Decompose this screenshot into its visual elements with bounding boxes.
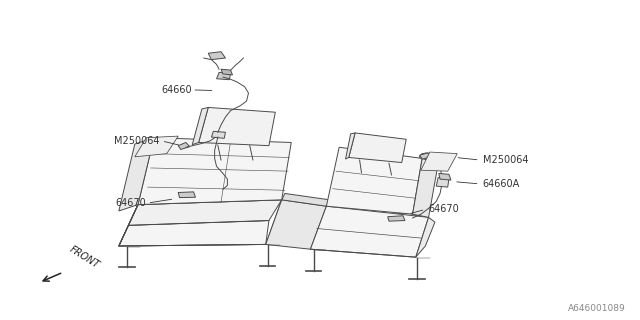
- Text: 64670: 64670: [429, 204, 460, 214]
- Polygon shape: [119, 138, 154, 211]
- Polygon shape: [349, 133, 406, 163]
- Polygon shape: [178, 192, 195, 197]
- Circle shape: [424, 155, 431, 159]
- Polygon shape: [388, 216, 405, 221]
- Polygon shape: [208, 52, 225, 60]
- Polygon shape: [119, 204, 138, 246]
- Polygon shape: [178, 142, 189, 149]
- Polygon shape: [119, 220, 269, 246]
- Polygon shape: [346, 133, 355, 159]
- Polygon shape: [129, 200, 282, 225]
- Polygon shape: [211, 131, 225, 138]
- Polygon shape: [138, 138, 291, 204]
- Polygon shape: [326, 147, 422, 214]
- Polygon shape: [198, 108, 275, 146]
- Text: 64660: 64660: [162, 85, 192, 95]
- Polygon shape: [282, 194, 330, 206]
- Text: A646001089: A646001089: [568, 304, 625, 313]
- Text: 64660A: 64660A: [483, 179, 520, 189]
- Polygon shape: [421, 152, 458, 171]
- Polygon shape: [436, 178, 449, 187]
- Text: M250064: M250064: [483, 155, 529, 165]
- Polygon shape: [135, 136, 178, 157]
- Circle shape: [182, 145, 189, 149]
- Polygon shape: [413, 158, 438, 217]
- Polygon shape: [216, 72, 230, 80]
- Polygon shape: [420, 153, 432, 159]
- Polygon shape: [221, 69, 232, 75]
- Circle shape: [420, 153, 435, 161]
- Text: 64670: 64670: [116, 198, 147, 208]
- Polygon shape: [266, 200, 326, 249]
- Circle shape: [178, 143, 193, 151]
- Polygon shape: [439, 173, 451, 180]
- Polygon shape: [310, 206, 429, 257]
- Polygon shape: [416, 217, 435, 257]
- Text: FRONT: FRONT: [68, 244, 101, 270]
- Text: M250064: M250064: [113, 136, 159, 146]
- Polygon shape: [192, 108, 208, 145]
